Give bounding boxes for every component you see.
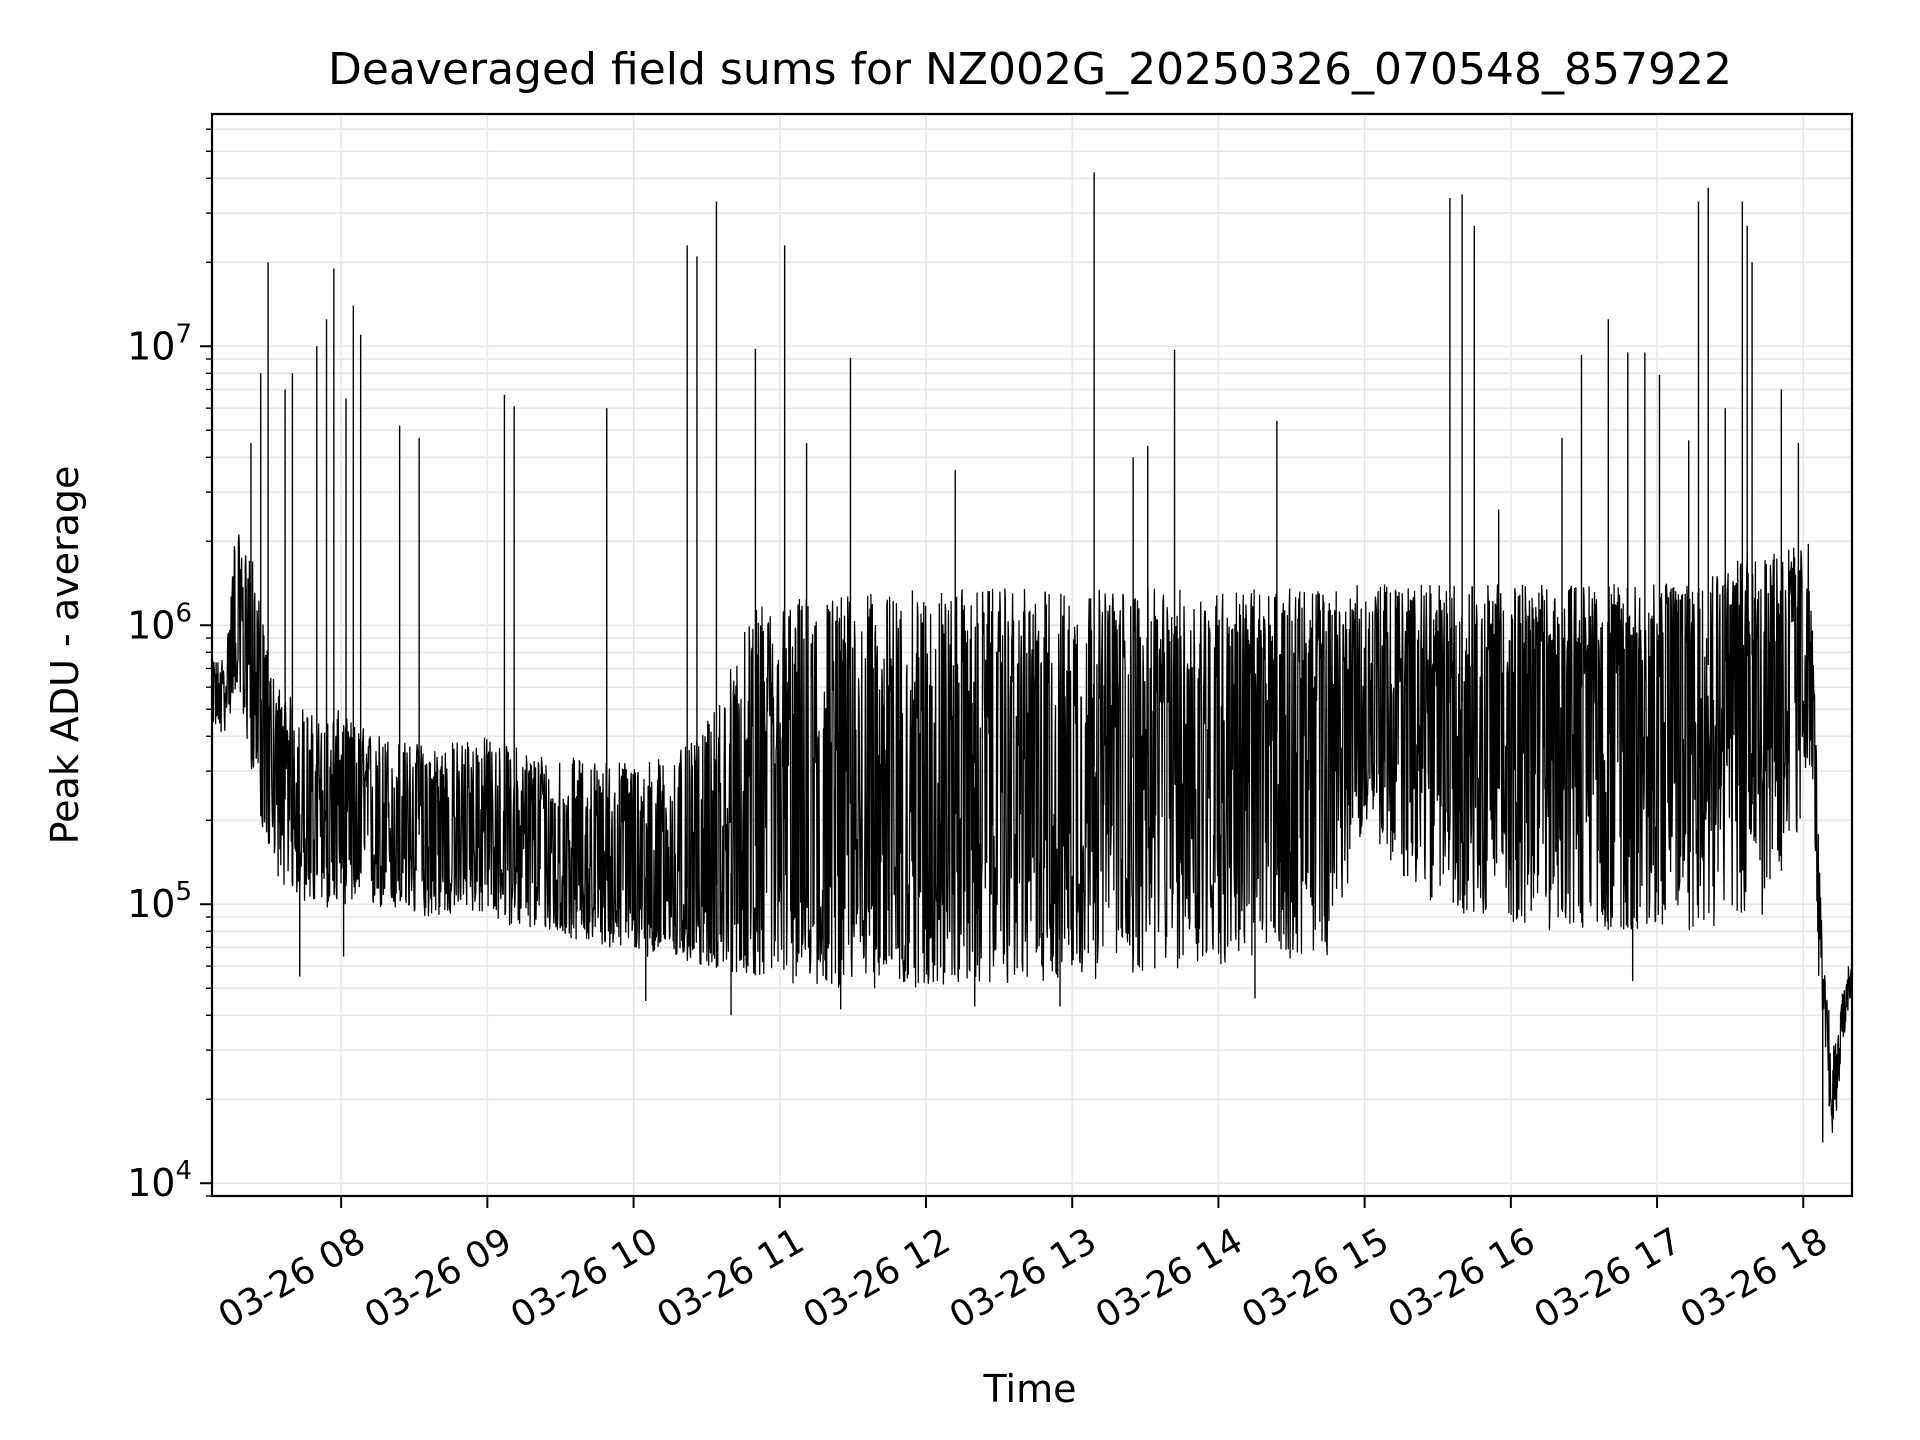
x-tick-label: 03-26 18 <box>1674 1220 1835 1336</box>
x-tick-label: 03-26 10 <box>504 1220 665 1336</box>
x-tick-label: 03-26 17 <box>1528 1220 1689 1336</box>
x-tick-label: 03-26 14 <box>1089 1220 1250 1336</box>
x-tick-label: 03-26 15 <box>1235 1220 1396 1336</box>
x-tick-label: 03-26 16 <box>1381 1220 1542 1336</box>
chart-title: Deaveraged field sums for NZ002G_2025032… <box>328 44 1732 95</box>
series-line <box>211 534 1853 1134</box>
y-axis-ticks: 104 105 106 107 <box>127 128 212 1205</box>
plot-frame <box>210 112 1854 1198</box>
y-axis-label: Peak ADU - average <box>43 466 87 845</box>
x-tick-label: 03-26 13 <box>943 1220 1104 1336</box>
y-tick-label: 104 <box>127 1156 192 1205</box>
y-tick-label: 107 <box>127 319 192 368</box>
x-tick-label: 03-26 09 <box>358 1220 519 1336</box>
series-line-group <box>211 172 1853 1143</box>
x-tick-label: 03-26 12 <box>797 1220 958 1336</box>
y-tick-label: 106 <box>127 598 192 647</box>
x-tick-label: 03-26 08 <box>212 1220 373 1336</box>
x-tick-label: 03-26 11 <box>650 1220 811 1336</box>
y-tick-label: 105 <box>127 877 192 926</box>
x-axis-label: Time <box>983 1367 1077 1411</box>
